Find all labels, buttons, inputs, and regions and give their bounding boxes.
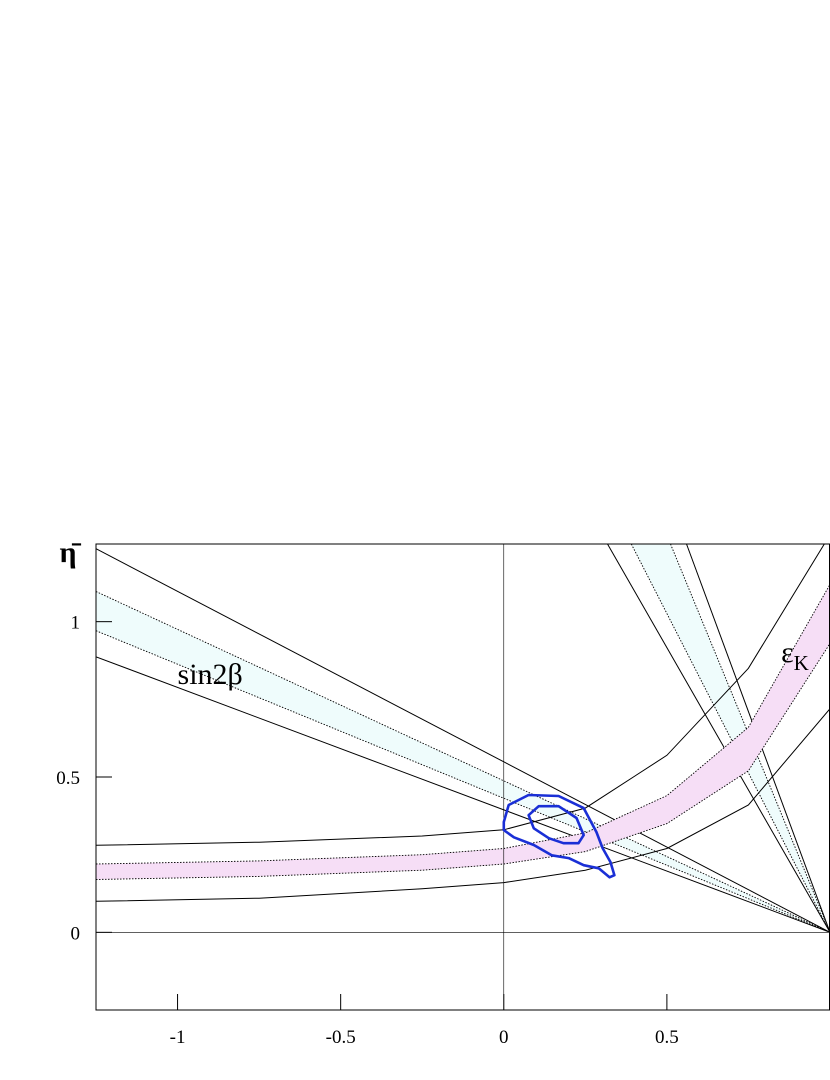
band-fill xyxy=(96,584,830,879)
y-tick-label: 0 xyxy=(71,923,81,944)
y-axis-label: η̄ xyxy=(59,536,81,569)
x-tick-label: -1 xyxy=(170,1027,186,1048)
annotation-subscript: K xyxy=(794,651,809,675)
annotation-text: ε xyxy=(781,636,794,669)
plot-area xyxy=(96,535,830,1010)
y-tick-label: 0.5 xyxy=(56,768,80,789)
band-line-dotted xyxy=(96,584,830,864)
x-tick-label: -0.5 xyxy=(326,1027,356,1048)
x-tick-label: 0 xyxy=(499,1027,509,1048)
annotation-text: sin2β xyxy=(178,658,243,691)
annotation: sin2β xyxy=(178,658,243,691)
y-tick-label: 1 xyxy=(71,613,81,634)
band-fill xyxy=(631,544,830,932)
x-tick-label: 0.5 xyxy=(655,1027,679,1048)
